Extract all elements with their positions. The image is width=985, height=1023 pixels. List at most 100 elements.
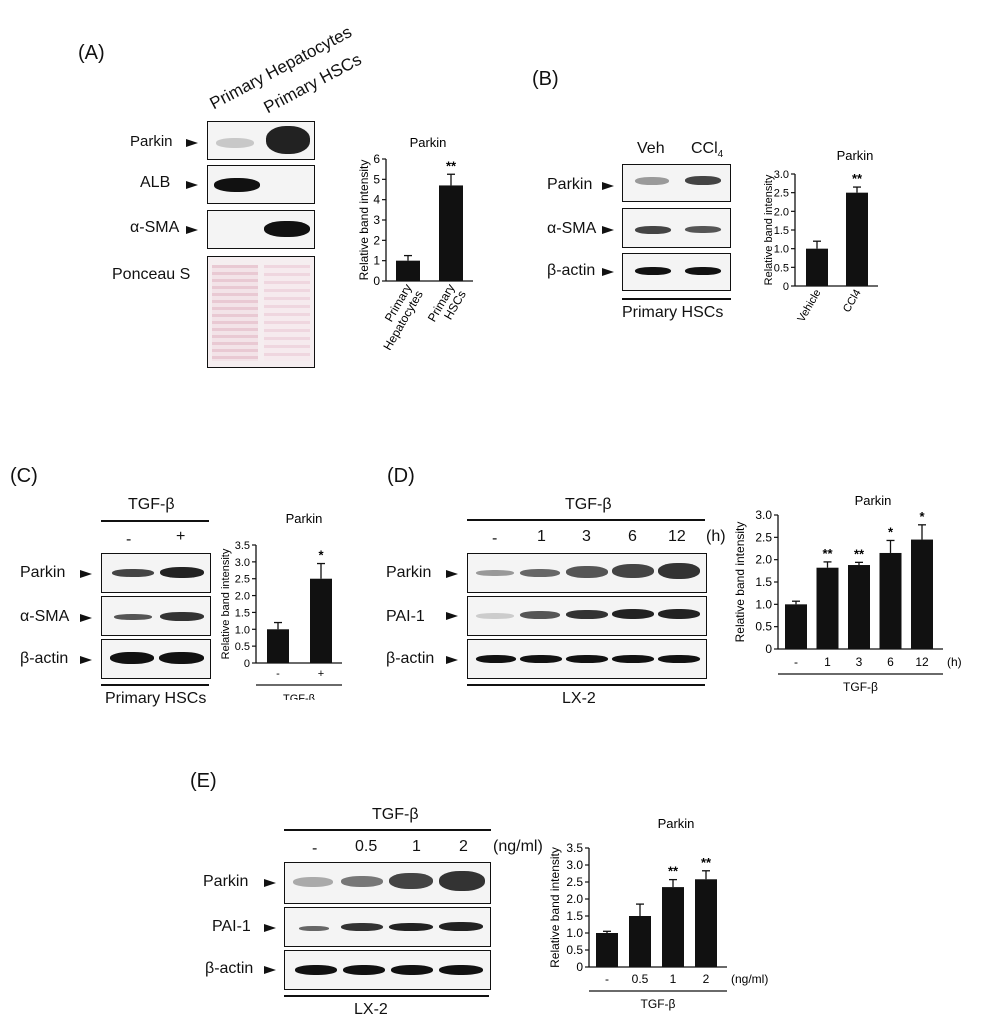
blot-a-ponceau bbox=[207, 256, 315, 368]
bar bbox=[310, 578, 332, 663]
y-tick-label: 4 bbox=[373, 193, 380, 207]
arrow-icon bbox=[80, 656, 92, 664]
y-tick-label: 2.0 bbox=[774, 206, 789, 218]
bar bbox=[806, 248, 828, 286]
bar bbox=[879, 552, 902, 649]
y-tick-label: 5 bbox=[373, 172, 380, 186]
y-tick-label: 3.0 bbox=[235, 557, 250, 569]
blot-b-asma bbox=[622, 208, 731, 248]
blot-d-parkin bbox=[467, 553, 707, 593]
x-tick-label: CCl4 bbox=[841, 288, 864, 315]
lane-e-1: 1 bbox=[412, 838, 421, 855]
x-tick-label: + bbox=[318, 668, 324, 680]
lane-c-minus: - bbox=[126, 531, 132, 548]
y-tick-label: 0 bbox=[783, 281, 789, 293]
significance-label: ** bbox=[446, 158, 457, 173]
row-label-parkin: Parkin bbox=[20, 564, 66, 581]
blot-a-alb bbox=[207, 165, 315, 204]
y-axis-label: Relative band intensity bbox=[733, 522, 747, 643]
x-unit-label: (h) bbox=[947, 655, 962, 669]
y-tick-label: 0.5 bbox=[235, 641, 250, 653]
row-label-b-actin: β-actin bbox=[547, 262, 596, 279]
y-tick-label: 1.5 bbox=[774, 225, 789, 237]
lane-d-1: 1 bbox=[537, 528, 546, 545]
y-tick-label: 1.0 bbox=[755, 597, 772, 611]
y-tick-label: 2.5 bbox=[566, 875, 583, 889]
bar bbox=[816, 567, 839, 649]
significance-label: ** bbox=[854, 546, 865, 561]
y-tick-label: 0.5 bbox=[755, 620, 772, 634]
x-tick-label: 2 bbox=[703, 972, 710, 986]
lane-e-05: 0.5 bbox=[355, 838, 378, 855]
arrow-icon bbox=[80, 614, 92, 622]
row-label-b-actin: β-actin bbox=[205, 960, 254, 977]
x-tick-label: PrimaryHSCs bbox=[425, 282, 469, 331]
blot-b-parkin bbox=[622, 164, 731, 202]
arrow-icon bbox=[264, 879, 276, 887]
arrow-icon bbox=[446, 612, 458, 620]
chart-d-title: Parkin bbox=[855, 493, 892, 508]
y-tick-label: 0 bbox=[244, 658, 250, 670]
y-tick-label: 2 bbox=[373, 233, 380, 247]
bar bbox=[662, 887, 684, 967]
lane-e-2: 2 bbox=[459, 838, 468, 855]
significance-label: * bbox=[919, 509, 925, 524]
y-tick-label: 1.0 bbox=[235, 624, 250, 636]
arrow-icon bbox=[186, 226, 198, 234]
treatment-label-c: TGF-β bbox=[128, 496, 175, 513]
bar bbox=[846, 192, 868, 286]
x-tick-label-line: Vehicle bbox=[795, 288, 823, 325]
y-axis-label: Relative band intensity bbox=[220, 548, 232, 659]
row-label-pai1: PAI-1 bbox=[212, 918, 251, 935]
significance-label: ** bbox=[822, 546, 833, 561]
y-tick-label: 1.0 bbox=[774, 244, 789, 256]
significance-label: * bbox=[318, 548, 324, 563]
arrow-icon bbox=[446, 570, 458, 578]
row-label-parkin: Parkin bbox=[203, 873, 249, 890]
chart-c-title: Parkin bbox=[286, 511, 323, 526]
unit-d: (h) bbox=[706, 528, 726, 545]
blot-d-bactin bbox=[467, 639, 707, 679]
chart-e: Parkin 0 0.5 1.0 1.5 2.0 2.5 3.0 3.5 Relative ba… bbox=[548, 816, 768, 1011]
lane-d-6: 6 bbox=[628, 528, 637, 545]
significance-label: ** bbox=[701, 855, 712, 870]
bar bbox=[848, 565, 870, 649]
lane-d-0: - bbox=[492, 530, 498, 547]
x-tick-label: 1 bbox=[824, 655, 831, 669]
arrow-icon bbox=[602, 226, 614, 234]
x-unit-label: (ng/ml) bbox=[731, 972, 768, 986]
row-label-parkin: Parkin bbox=[386, 564, 432, 581]
y-tick-label: 6 bbox=[373, 152, 380, 166]
unit-e: (ng/ml) bbox=[493, 838, 543, 855]
lane-c-plus: + bbox=[176, 528, 186, 545]
arrow-icon bbox=[602, 268, 614, 276]
x-tick-label: 1 bbox=[670, 972, 677, 986]
y-tick-label: 2.0 bbox=[566, 892, 583, 906]
row-label-b-actin: β-actin bbox=[20, 650, 69, 667]
row-label-a-sma: α-SMA bbox=[130, 219, 180, 236]
y-tick-label: 0 bbox=[576, 960, 583, 974]
treatment-label-d: TGF-β bbox=[565, 496, 612, 513]
row-label-pai1: PAI-1 bbox=[386, 608, 425, 625]
blot-e-bactin bbox=[284, 950, 491, 990]
y-tick-label: 0 bbox=[765, 642, 772, 656]
y-tick-label: 2.0 bbox=[755, 553, 772, 567]
chart-a-title: Parkin bbox=[410, 135, 447, 150]
arrow-icon bbox=[446, 656, 458, 664]
arrow-icon bbox=[264, 966, 276, 974]
x-group-label: TGF-β bbox=[641, 997, 676, 1011]
y-tick-label: 2.0 bbox=[235, 591, 250, 603]
y-tick-label: 1 bbox=[373, 254, 380, 268]
row-label-a-sma: α-SMA bbox=[20, 608, 70, 625]
y-tick-label: 3.0 bbox=[755, 508, 772, 522]
y-tick-label: 2.5 bbox=[235, 574, 250, 586]
x-tick-label: 6 bbox=[887, 655, 894, 669]
x-tick-label: - bbox=[605, 972, 609, 986]
blot-b-bactin bbox=[622, 253, 731, 291]
y-tick-label: 3.0 bbox=[774, 169, 789, 181]
row-label-b-actin: β-actin bbox=[386, 650, 435, 667]
lane-header-ccl4: CCl4 bbox=[691, 140, 724, 161]
blot-d-pai1 bbox=[467, 596, 707, 636]
